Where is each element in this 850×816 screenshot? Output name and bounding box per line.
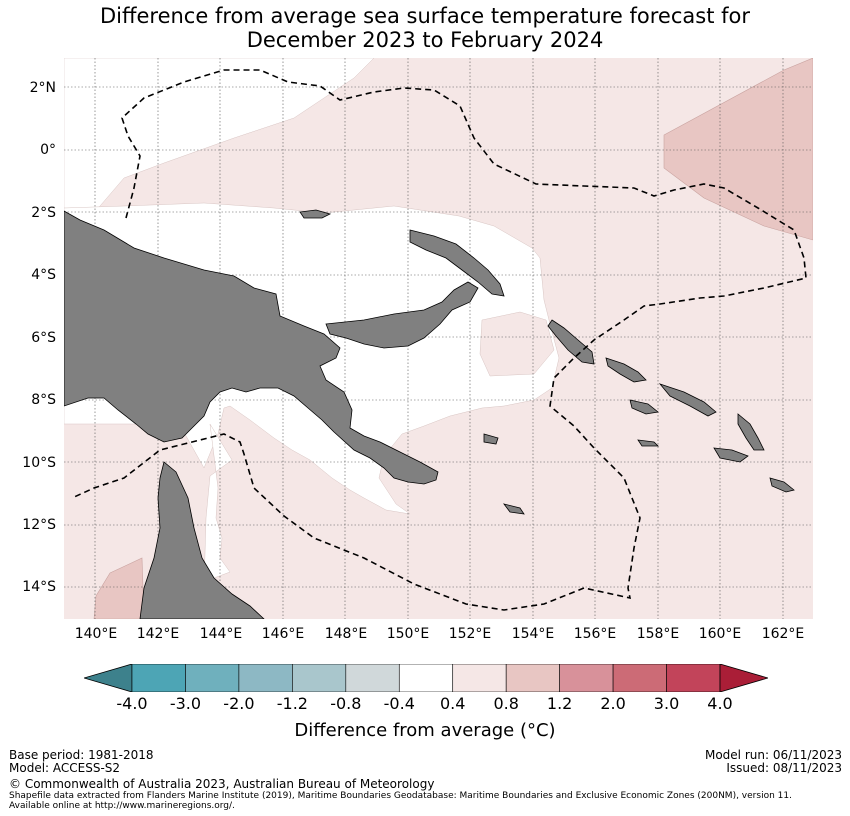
colorbar-tick-label: -2.0: [223, 694, 255, 713]
colorbar-tick-label: 0.4: [439, 694, 466, 713]
colorbar-bin: [666, 663, 721, 693]
land-bougainville: [547, 319, 595, 365]
lon-label: 154°E: [511, 626, 555, 642]
colorbar-bin: [398, 663, 454, 693]
eez-boundary: [71, 69, 807, 611]
colorbar-bin: [292, 663, 347, 693]
lon-label: 152°E: [448, 626, 492, 642]
lon-label: 140°E: [74, 626, 118, 642]
lat-label: 2°S: [31, 205, 56, 221]
copyright: © Commonwealth of Australia 2023, Austra…: [9, 777, 435, 791]
sea-near-average-gulf: [203, 423, 233, 589]
lat-label: 0°: [40, 142, 56, 158]
colorbar-svg: [82, 663, 770, 693]
land-makira: [769, 477, 795, 493]
colorbar-tick-label: -3.0: [169, 694, 202, 713]
lat-label: 10°S: [22, 455, 56, 471]
lon-label: 150°E: [386, 626, 430, 642]
lon-label: 148°E: [324, 626, 368, 642]
lat-label: 2°N: [29, 80, 56, 96]
colorbar-bin: [452, 663, 507, 693]
lat-label: 12°S: [22, 517, 56, 533]
issued-date: Issued: 08/11/2023: [726, 761, 842, 775]
sea-slightly-warm-bubble: [479, 311, 555, 377]
model-run: Model run: 06/11/2023: [704, 748, 842, 762]
colorbar-tick-label: 2.0: [600, 694, 626, 713]
colorbar-tick-label: 0.8: [493, 694, 519, 713]
lon-label: 144°E: [199, 626, 243, 642]
colorbar-tick-label: -4.0: [116, 694, 148, 713]
colorbar-bin: [131, 663, 186, 693]
colorbar-label: Difference from average (°C): [294, 720, 556, 741]
colorbar-bin: [345, 663, 400, 693]
title-line-2: December 2023 to February 2024: [246, 28, 604, 52]
shapefile-credit-1: Shapefile data extracted from Flanders M…: [9, 791, 792, 801]
colorbar-tick-label: -0.4: [383, 694, 415, 713]
colorbar-tick-label: -1.2: [276, 694, 308, 713]
colorbar-tick-label: 1.2: [546, 694, 573, 713]
lon-label: 156°E: [573, 626, 617, 642]
colorbar-bin: [559, 663, 614, 693]
chart-title: Difference from average sea surface temp…: [0, 4, 850, 52]
colorbar-bin: [612, 663, 667, 693]
map-svg: [64, 58, 813, 619]
sst-anomaly-map: [64, 58, 813, 619]
colorbar-bin: [238, 663, 293, 693]
lat-label: 6°S: [31, 330, 56, 346]
colorbar-extend-high: [719, 663, 770, 693]
land-cape-york: [139, 461, 265, 619]
colorbar-extend-low: [82, 663, 133, 693]
colorbar-tick-label: 3.0: [653, 694, 680, 713]
lat-label: 14°S: [22, 579, 56, 595]
land-small-island: [637, 439, 659, 447]
lat-label: 4°S: [31, 267, 56, 283]
colorbar-tick-label: -0.8: [330, 694, 362, 713]
lon-label: 146°E: [261, 626, 305, 642]
land-d-entrecasteaux: [483, 433, 499, 445]
lon-label: 142°E: [136, 626, 180, 642]
model-name: Model: ACCESS-S2: [9, 761, 121, 775]
sea-warm-patch-ne: [663, 58, 813, 241]
land-santa-isabel: [658, 383, 717, 417]
land-new-britain: [325, 281, 479, 349]
lon-label: 162°E: [761, 626, 805, 642]
shapefile-credit-2: Available online at http://www.marinereg…: [9, 801, 235, 811]
lon-label: 158°E: [636, 626, 680, 642]
land-new-georgia: [629, 399, 659, 415]
title-line-1: Difference from average sea surface temp…: [100, 4, 750, 28]
lat-label: 8°S: [31, 392, 56, 408]
land-new-ireland: [409, 229, 505, 297]
colorbar-bin: [505, 663, 560, 693]
sea-warm-patch-sw: [93, 557, 145, 619]
land-choiseul: [605, 357, 647, 383]
land-new-guinea: [64, 210, 439, 485]
land-guadalcanal: [713, 447, 749, 463]
land-louisiade: [503, 503, 525, 515]
colorbar-tick-label: 4.0: [707, 694, 733, 713]
lon-label: 160°E: [698, 626, 742, 642]
colorbar: [82, 663, 770, 693]
base-period: Base period: 1981-2018: [9, 748, 154, 762]
land-manus: [299, 209, 332, 219]
colorbar-bin: [185, 663, 240, 693]
land-malaita: [737, 413, 765, 451]
land: [64, 209, 795, 619]
sea-near-average-north: [64, 58, 375, 214]
